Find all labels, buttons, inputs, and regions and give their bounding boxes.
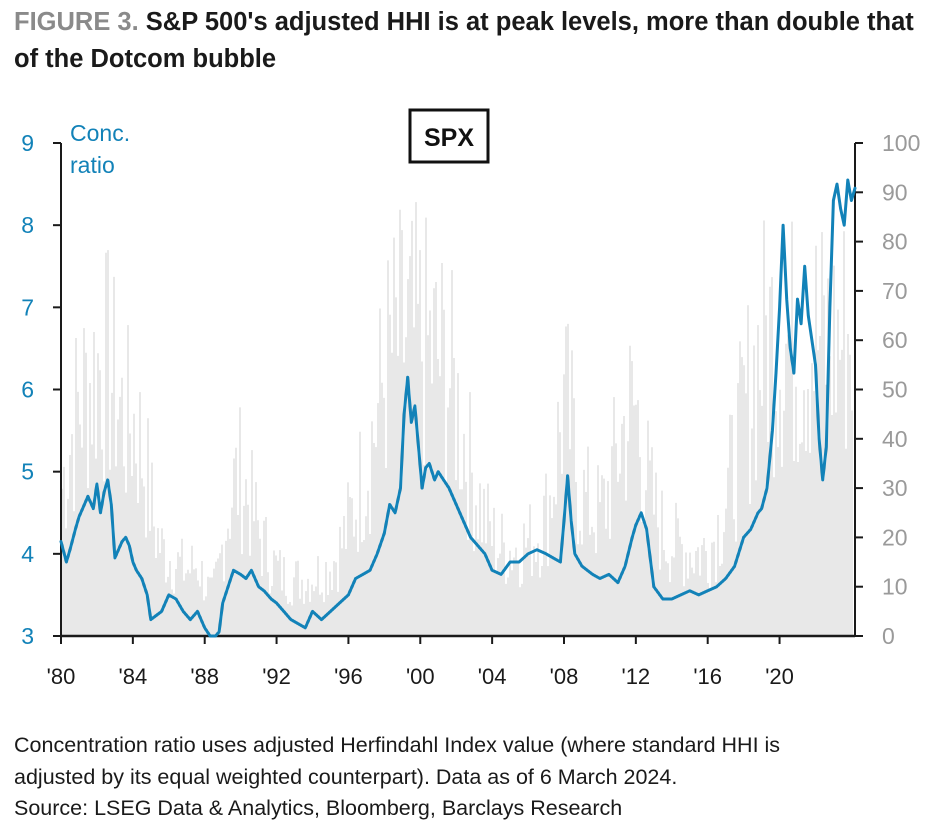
right-axis-tick-label: 30 <box>882 475 908 501</box>
left-axis-tick-label: 7 <box>21 294 34 320</box>
figure-label: FIGURE 3. <box>14 8 139 36</box>
right-axis-tick-label: 80 <box>882 229 908 255</box>
right-axis-tick-label: 50 <box>882 377 908 403</box>
right-axis-tick-label: 100 <box>882 130 920 156</box>
figure-title-text: S&P 500's adjusted HHI is at peak levels… <box>14 8 914 73</box>
left-axis-tick-label: 9 <box>21 130 34 156</box>
right-axis-tick-label: 20 <box>882 524 908 550</box>
figure-title: FIGURE 3. S&P 500's adjusted HHI is at p… <box>14 4 934 78</box>
right-axis-tick-label: 10 <box>882 574 908 600</box>
x-axis-tick-label: '88 <box>190 664 219 689</box>
x-axis-tick-label: '92 <box>262 664 291 689</box>
x-axis-tick-label: '84 <box>119 664 148 689</box>
right-axis-tick-label: 90 <box>882 179 908 205</box>
footnote-source: Source: LSEG Data & Analytics, Bloomberg… <box>14 796 623 820</box>
spx-badge-text: SPX <box>424 124 474 152</box>
right-axis-tick-label: 70 <box>882 278 908 304</box>
x-axis-tick-label: '08 <box>550 664 579 689</box>
x-axis-tick-label: '12 <box>622 664 651 689</box>
right-axis: 0 10 20 30 40 50 60 70 80 90 100 <box>854 130 920 649</box>
x-axis-tick-label: '96 <box>334 664 363 689</box>
left-axis: 3 4 5 6 7 8 9 <box>21 130 62 649</box>
footnote-line: adjusted by its equal weighted counterpa… <box>14 764 678 789</box>
x-axis: '80 '84 '88 '92 '96 '00 '04 '08 '12 '16 '20 <box>47 634 855 689</box>
x-axis-tick-label: '16 <box>693 664 722 689</box>
left-axis-tick-label: 6 <box>21 377 34 403</box>
left-axis-label-line1: Conc. <box>70 120 130 146</box>
x-axis-tick-label: '80 <box>47 664 76 689</box>
right-axis-tick-label: 60 <box>882 327 908 353</box>
x-axis-tick-label: '20 <box>765 664 794 689</box>
x-axis-tick-label: '00 <box>406 664 435 689</box>
left-axis-tick-label: 5 <box>21 459 34 485</box>
right-axis-tick-label: 40 <box>882 426 908 452</box>
spx-badge: SPX <box>408 108 490 164</box>
footnote: Concentration ratio uses adjusted Herfin… <box>14 730 934 825</box>
left-axis-tick-label: 3 <box>21 623 34 649</box>
chart: 3 4 5 6 7 8 9 0 10 20 30 40 50 60 70 80 90 100 '80 '84 '88… <box>21 108 920 689</box>
concentration-ratio-line <box>59 178 857 638</box>
background-bars <box>61 202 853 636</box>
left-axis-label-line2: ratio <box>70 152 115 178</box>
left-axis-tick-label: 4 <box>21 541 34 567</box>
x-axis-tick-label: '04 <box>478 664 507 689</box>
footnote-line: Concentration ratio uses adjusted Herfin… <box>14 733 781 757</box>
left-axis-tick-label: 8 <box>21 212 34 238</box>
right-axis-tick-label: 0 <box>882 623 895 649</box>
